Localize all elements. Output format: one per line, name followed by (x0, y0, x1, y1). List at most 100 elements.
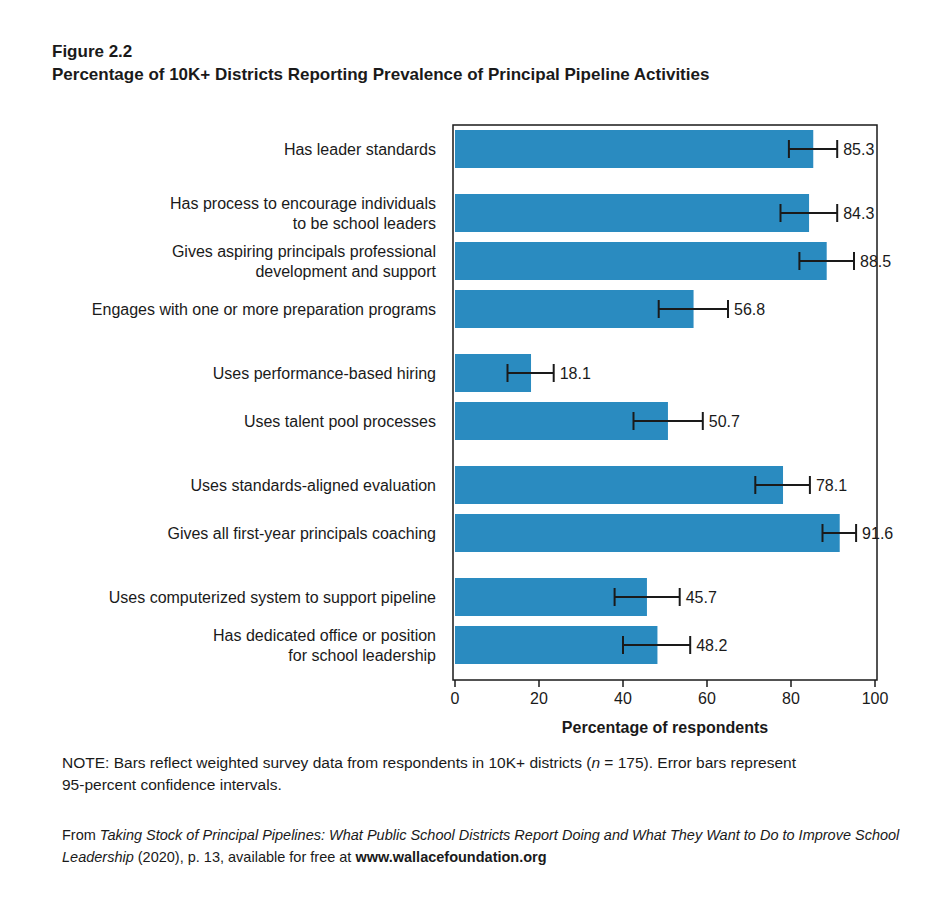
error-line (615, 596, 680, 598)
note: NOTE: Bars reflect weighted survey data … (62, 752, 822, 796)
error-cap (788, 140, 790, 158)
error-cap (798, 252, 800, 270)
error-cap (702, 412, 704, 430)
category-label: Engages with one or more preparation pro… (92, 301, 436, 318)
tick (790, 680, 792, 687)
figure-label: Figure 2.2 (52, 42, 132, 62)
source-part: From (62, 827, 100, 843)
error-cap (822, 524, 824, 542)
error-cap (622, 636, 624, 654)
axis-label: Percentage of respondents (562, 719, 768, 736)
error-bar (623, 636, 690, 654)
error-line (634, 420, 703, 422)
plot-frame (453, 125, 877, 680)
error-line (623, 644, 690, 646)
data-label: 18.1 (560, 365, 591, 382)
tick-label: 60 (698, 690, 716, 707)
category-label: Has process to encourage individuals to b… (170, 195, 436, 232)
error-cap (679, 588, 681, 606)
data-label: 88.5 (860, 253, 891, 270)
error-cap (553, 364, 555, 382)
category-label: Uses performance-based hiring (213, 365, 436, 382)
error-bar (615, 588, 680, 606)
tick (706, 680, 708, 687)
tick (538, 680, 540, 687)
error-line (755, 484, 810, 486)
error-bar (755, 476, 810, 494)
category-label: Has dedicated office or position for scho… (213, 627, 436, 664)
error-bar (781, 204, 838, 222)
marks (455, 130, 856, 664)
source-part: (2020), p. 13, available for free at (134, 849, 356, 865)
tick-label: 80 (782, 690, 800, 707)
category-label: Uses computerized system to support pipe… (109, 589, 436, 606)
category-label: Uses talent pool processes (244, 413, 436, 430)
tick-label: 0 (451, 690, 460, 707)
tick-label: 20 (530, 690, 548, 707)
category-label: Gives aspiring principals professional de… (172, 243, 437, 280)
category-label: Gives all first-year principals coaching (167, 525, 436, 542)
error-bar (823, 524, 857, 542)
category-line: Uses talent pool processes (244, 413, 436, 430)
error-cap (614, 588, 616, 606)
tick-label: 100 (862, 690, 889, 707)
error-cap (727, 300, 729, 318)
error-cap (507, 364, 509, 382)
error-bar (799, 252, 854, 270)
category-line: Uses standards-aligned evaluation (191, 477, 436, 494)
bar (455, 514, 840, 552)
category-line: Has dedicated office or position (213, 627, 436, 644)
error-cap (754, 476, 756, 494)
data-label: 84.3 (843, 205, 874, 222)
category-line: Has leader standards (284, 141, 436, 158)
error-cap (633, 412, 635, 430)
data-label: 91.6 (862, 525, 893, 542)
source-part: www.wallacefoundation.org (355, 849, 546, 865)
title: Percentage of 10K+ Districts Reporting P… (52, 65, 709, 85)
error-line (789, 148, 837, 150)
tick-label: 40 (614, 690, 632, 707)
error-line (799, 260, 854, 262)
bar (455, 194, 809, 232)
category-label: Uses standards-aligned evaluation (191, 477, 436, 494)
bar (455, 466, 783, 504)
error-cap (658, 300, 660, 318)
category-line: development and support (255, 263, 436, 280)
error-cap (836, 204, 838, 222)
data-label: 50.7 (709, 413, 740, 430)
error-bar (634, 412, 703, 430)
tick (874, 680, 876, 687)
error-bar (789, 140, 837, 158)
bar (455, 242, 827, 280)
category-label: Has leader standards (284, 141, 436, 158)
data-label: 45.7 (686, 589, 717, 606)
data-label: 56.8 (734, 301, 765, 318)
tick (622, 680, 624, 687)
category-line: Uses computerized system to support pipe… (109, 589, 436, 606)
category-line: Has process to encourage individuals (170, 195, 436, 212)
bar (455, 290, 694, 328)
error-line (781, 212, 838, 214)
error-cap (809, 476, 811, 494)
category-line: Engages with one or more preparation pro… (92, 301, 436, 318)
note-part: n (591, 754, 600, 771)
error-bar (508, 364, 554, 382)
error-bar (659, 300, 728, 318)
error-cap (836, 140, 838, 158)
data-label: 48.2 (696, 637, 727, 654)
category-line: for school leadership (288, 647, 436, 664)
data-label: 85.3 (843, 141, 874, 158)
bar (455, 130, 813, 168)
tick (454, 680, 456, 687)
category-line: Uses performance-based hiring (213, 365, 436, 382)
data-label: 78.1 (816, 477, 847, 494)
error-cap (780, 204, 782, 222)
category-line: Gives aspiring principals professional (172, 243, 436, 260)
note-part: NOTE: Bars reflect weighted survey data … (62, 754, 591, 771)
error-cap (853, 252, 855, 270)
category-line: Gives all first-year principals coaching (167, 525, 436, 542)
error-cap (855, 524, 857, 542)
error-line (823, 532, 857, 534)
category-line: to be school leaders (293, 215, 436, 232)
error-line (508, 372, 554, 374)
